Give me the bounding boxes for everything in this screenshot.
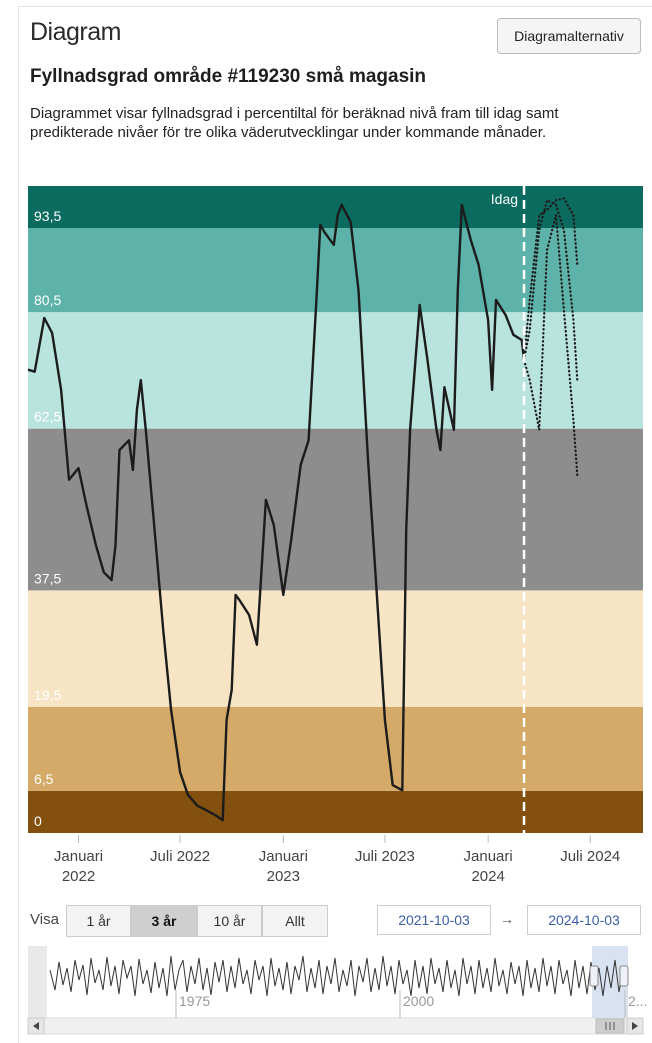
navigator-label: 1975 [179, 993, 210, 1009]
band [28, 706, 643, 791]
x-tick-label: Juli 2023 [354, 848, 415, 865]
range-label: Visa [30, 911, 59, 928]
y-tick-label: 37,5 [34, 570, 61, 586]
x-tick-label: Januari 2024 [463, 848, 513, 885]
series-line [522, 214, 579, 477]
range-separator: → [500, 911, 514, 927]
series-line [27, 203, 526, 822]
y-tick-label: 62,5 [34, 409, 61, 425]
x-tick-label: Juli 2022 [150, 848, 211, 865]
x-tick-label: Juli 2024 [560, 848, 621, 865]
range-button[interactable]: 3 år [131, 905, 197, 937]
y-tick-label: 0 [34, 813, 42, 829]
navigator-handle[interactable] [619, 965, 629, 987]
range-button[interactable]: Allt [262, 905, 328, 937]
arrow-icon [33, 1022, 39, 1030]
plot-area: 0 6,5 19,5 37,5 62,5 80,5 93,5 Idag [27, 186, 643, 843]
navigator-label: 2000 [403, 993, 434, 1009]
x-tick-label: Januari 2022 [53, 848, 104, 885]
chart-subtitle: Diagrammet visar fyllnadsgrad i percenti… [30, 105, 559, 141]
band [28, 312, 643, 429]
range-button[interactable]: 1 år [66, 905, 131, 937]
series-line [522, 197, 579, 362]
today-label: Idag [491, 191, 518, 207]
navigator-line [49, 955, 628, 997]
panel [18, 6, 652, 1043]
y-tick-label: 19,5 [34, 687, 61, 703]
options-button[interactable]: Diagramalternativ [497, 18, 641, 54]
series-line [522, 199, 579, 382]
navigator-label: 2... [628, 993, 647, 1009]
header-title: Diagram [30, 18, 121, 46]
scrollbar [27, 1017, 644, 1035]
date-to[interactable]: 2024-10-03 [527, 905, 641, 935]
grip-icon [605, 1022, 615, 1030]
navigator: 1975 2000 2... [27, 946, 647, 1035]
x-tick-label: Januari 2023 [258, 848, 308, 885]
arrow-icon [632, 1022, 638, 1030]
range-button[interactable]: 10 år [197, 905, 262, 937]
band [28, 228, 643, 313]
chart-title: Fyllnadsgrad område #119230 små magasin [30, 66, 427, 87]
y-tick-label: 6,5 [34, 771, 54, 787]
band [28, 790, 643, 833]
y-tick-label: 80,5 [34, 292, 61, 308]
navigator-handle[interactable] [589, 965, 599, 987]
band [28, 590, 643, 707]
y-tick-label: 93,5 [34, 208, 61, 224]
date-from[interactable]: 2021-10-03 [377, 905, 491, 935]
navigator-mask [28, 946, 47, 1018]
